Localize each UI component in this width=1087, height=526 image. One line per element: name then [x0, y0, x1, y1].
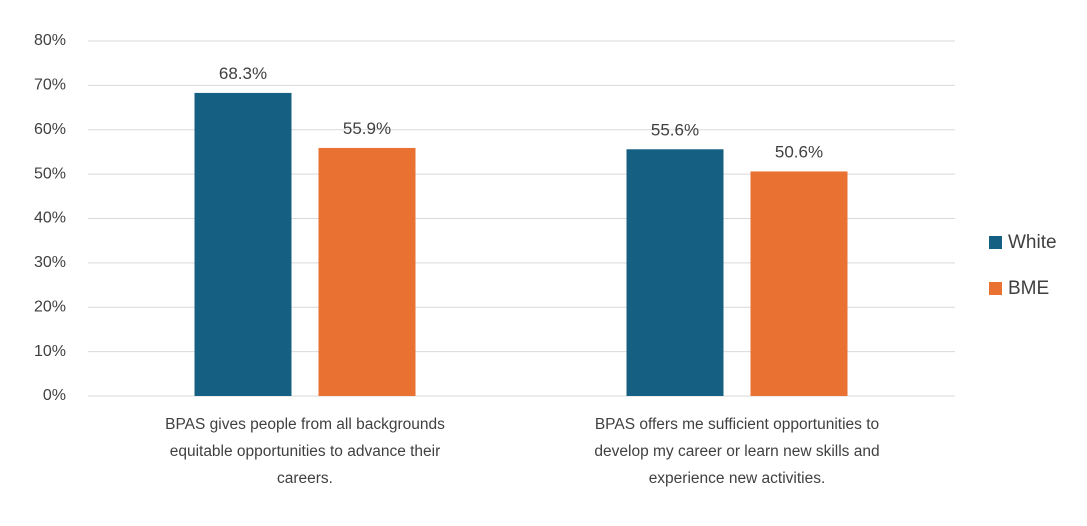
bars [194, 92, 848, 396]
category-label-line: equitable opportunities to advance their [170, 443, 441, 460]
category-label-line: experience new activities. [649, 470, 826, 487]
category-label-line: BPAS offers me sufficient opportunities … [595, 416, 879, 433]
data-label: 55.9% [343, 119, 391, 138]
data-label: 68.3% [219, 64, 267, 83]
category-label-line: careers. [277, 470, 333, 487]
category-labels: BPAS gives people from all backgrounds eq… [165, 416, 879, 487]
y-axis-tick-labels: 0% 10% 20% 30% 40% 50% 60% 70% 80% [34, 32, 66, 404]
y-tick-label: 40% [34, 210, 66, 227]
y-tick-label: 10% [34, 343, 66, 360]
bar-white-1 [194, 92, 292, 396]
legend-swatch-white [989, 236, 1002, 249]
category-label-2: BPAS offers me sufficient opportunities … [594, 416, 879, 487]
bar-white-2 [626, 149, 724, 396]
y-tick-label: 60% [34, 121, 66, 138]
y-tick-label: 70% [34, 77, 66, 94]
data-label: 50.6% [775, 142, 823, 161]
data-labels: 68.3% 55.6% 55.9% 50.6% [219, 64, 823, 162]
bar-bme-1 [318, 147, 416, 396]
y-tick-label: 20% [34, 298, 66, 315]
category-label-1: BPAS gives people from all backgrounds eq… [165, 416, 445, 487]
legend-label-bme: BME [1008, 278, 1049, 299]
bar-bme-2 [750, 171, 848, 396]
data-label: 55.6% [651, 120, 699, 139]
category-label-line: develop my career or learn new skills an… [594, 443, 879, 460]
legend: White BME [989, 232, 1057, 299]
category-label-line: BPAS gives people from all backgrounds [165, 416, 445, 433]
legend-swatch-bme [989, 282, 1002, 295]
y-tick-label: 50% [34, 165, 66, 182]
y-tick-label: 30% [34, 254, 66, 271]
y-tick-label: 0% [43, 387, 66, 404]
y-tick-label: 80% [34, 32, 66, 49]
legend-label-white: White [1008, 232, 1057, 253]
